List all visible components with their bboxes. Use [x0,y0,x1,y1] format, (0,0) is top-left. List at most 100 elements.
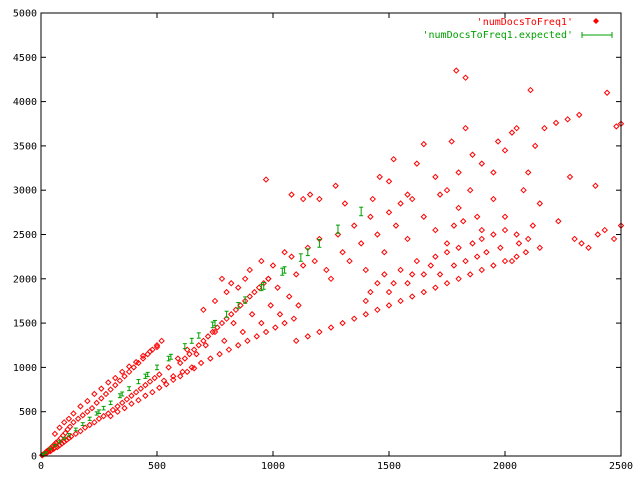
observed-point [237,302,244,309]
observed-point [125,363,133,370]
observed-point [513,231,520,238]
expected-errorbar [280,267,285,276]
observed-point [529,222,537,229]
observed-point [107,386,114,393]
expected-errorbar [143,373,148,379]
observed-point [295,302,302,309]
observed-point [98,385,105,392]
observed-point [125,368,133,376]
observed-point [473,213,481,220]
observed-point [288,191,295,198]
observed-point [508,129,516,136]
x-tick-label: 0 [38,461,44,472]
observed-point [202,342,209,349]
observed-point [70,410,77,417]
expected-errorbar [182,343,187,350]
observed-point [524,169,532,176]
observed-point [501,147,509,154]
observed-point [158,337,165,345]
observed-point [142,392,149,399]
y-tick-label: 3500 [13,141,37,152]
observed-point [513,124,520,132]
observed-point [102,390,110,398]
observed-point [367,288,374,296]
observed-point [522,249,530,256]
observed-point [404,191,411,198]
observed-point [304,333,312,340]
observed-point [121,404,128,412]
observed-point [146,348,154,355]
observed-point [390,280,397,287]
observed-point [137,385,144,392]
observed-point [515,240,523,247]
observed-point [316,328,323,336]
observed-point [223,315,230,322]
observed-point [123,396,131,403]
observed-point [251,288,258,296]
observed-point [478,266,486,274]
observed-point [221,337,228,345]
observed-point [218,319,226,327]
observed-point [367,213,374,220]
observed-point [193,350,200,358]
observed-point [413,160,421,167]
observed-point [443,249,451,256]
observed-point [200,337,207,345]
observed-point [88,404,96,412]
observed-point [176,359,184,367]
observed-point [432,173,439,181]
observed-point [135,359,142,367]
observed-point [142,381,149,389]
observed-point [427,262,434,269]
observed-point [490,169,497,176]
observed-point [381,271,388,278]
legend-marker-observed [593,18,599,24]
expected-errorbar [101,405,106,411]
observed-point [357,240,365,247]
observed-point [81,424,89,431]
observed-point [299,262,307,269]
observed-point [478,235,486,243]
observed-point [316,195,323,203]
observed-point [248,311,256,318]
observed-point [466,271,474,278]
observed-point [128,392,135,399]
observed-point [392,222,400,229]
observed-point [149,389,156,396]
observed-point [455,275,462,283]
expected-errorbar [94,411,99,416]
observed-point [450,222,458,229]
y-tick-label: 5000 [13,9,37,20]
observed-point [165,364,172,371]
observed-point [204,333,212,340]
observed-point [114,408,121,415]
observed-point [497,244,504,251]
observed-point [369,195,376,203]
observed-point [234,342,242,349]
observed-point [420,213,428,220]
expected-errorbar [224,310,229,318]
observed-point [501,257,509,265]
observed-point [490,231,497,238]
observed-point [613,123,620,130]
observed-point [156,371,163,378]
observed-point [374,231,381,238]
observed-point [255,284,263,291]
observed-point [404,235,411,243]
expected-errorbar [359,206,364,217]
observed-point [420,288,428,296]
observed-point [381,249,388,256]
observed-point [286,293,293,300]
observed-point [520,186,527,194]
observed-point [190,365,198,372]
observed-point [288,253,295,260]
observed-point [350,315,358,322]
observed-point [109,406,117,414]
expected-errorbar [259,284,264,292]
y-tick-label: 1000 [13,363,37,374]
observed-point [443,186,451,194]
observed-point [179,368,186,376]
expected-errorbar [213,319,217,327]
observed-point [555,218,562,225]
observed-point [571,235,578,243]
